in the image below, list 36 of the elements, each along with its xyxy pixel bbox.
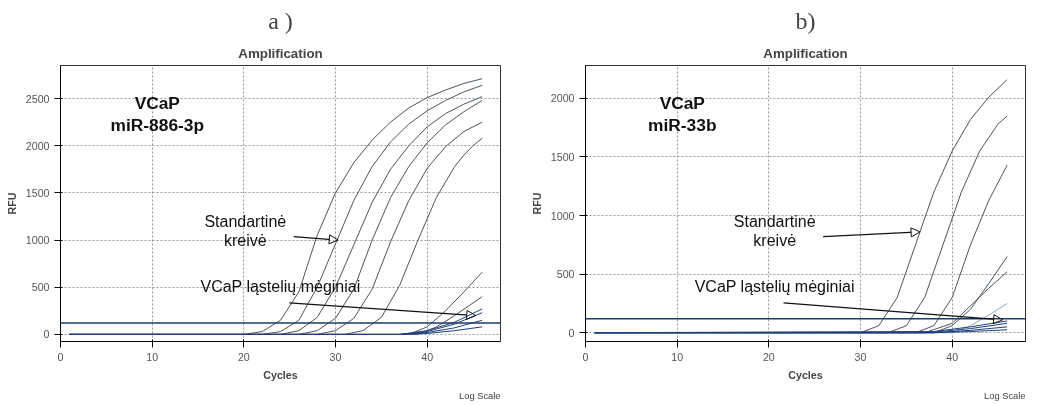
y-axis-title: RFU	[5, 192, 18, 215]
x-tick-label: 10	[146, 350, 159, 363]
y-tick-label: 0	[43, 328, 50, 341]
x-axis-title: Cycles	[263, 368, 298, 381]
x-tick-label: 30	[854, 350, 867, 363]
annotation: VCaP miR-886-3p	[110, 93, 205, 136]
chart-subtitle: Amplification	[238, 45, 323, 61]
y-tick-label: 1500	[550, 150, 575, 163]
x-tick-label: 0	[582, 350, 589, 363]
y-tick-label: 0	[568, 326, 575, 339]
y-tick-label: 1500	[25, 186, 50, 199]
y-axis-title: RFU	[530, 192, 543, 215]
x-tick-label: 40	[946, 350, 959, 363]
annotation: Standartinė kreivė	[733, 213, 816, 249]
text: Log Scale	[459, 390, 501, 401]
x-tick-label: 10	[671, 350, 684, 363]
annotation: VCaP miR-33b	[648, 93, 717, 136]
annotation: Standartinė kreivė	[204, 213, 287, 249]
y-tick-label: 500	[556, 268, 575, 281]
chart-subtitle: Amplification	[763, 45, 848, 61]
x-tick-label: 40	[421, 350, 434, 363]
annotation: VCaP ląstelių mėginiai	[694, 277, 855, 295]
y-tick-label: 2000	[25, 139, 50, 152]
y-tick-label: 500	[31, 281, 50, 294]
chart-title: b)	[795, 7, 816, 34]
text: Log Scale	[984, 390, 1026, 401]
y-tick-label: 2000	[550, 92, 575, 105]
y-tick-label: 2500	[25, 92, 50, 105]
chart-title: a )	[268, 7, 293, 34]
x-tick-label: 30	[329, 350, 342, 363]
x-tick-label: 0	[57, 350, 64, 363]
y-tick-label: 1000	[550, 209, 575, 222]
y-tick-label: 1000	[25, 234, 50, 247]
x-tick-label: 20	[237, 350, 250, 363]
x-axis-title: Cycles	[788, 368, 823, 381]
x-tick-label: 20	[762, 350, 775, 363]
